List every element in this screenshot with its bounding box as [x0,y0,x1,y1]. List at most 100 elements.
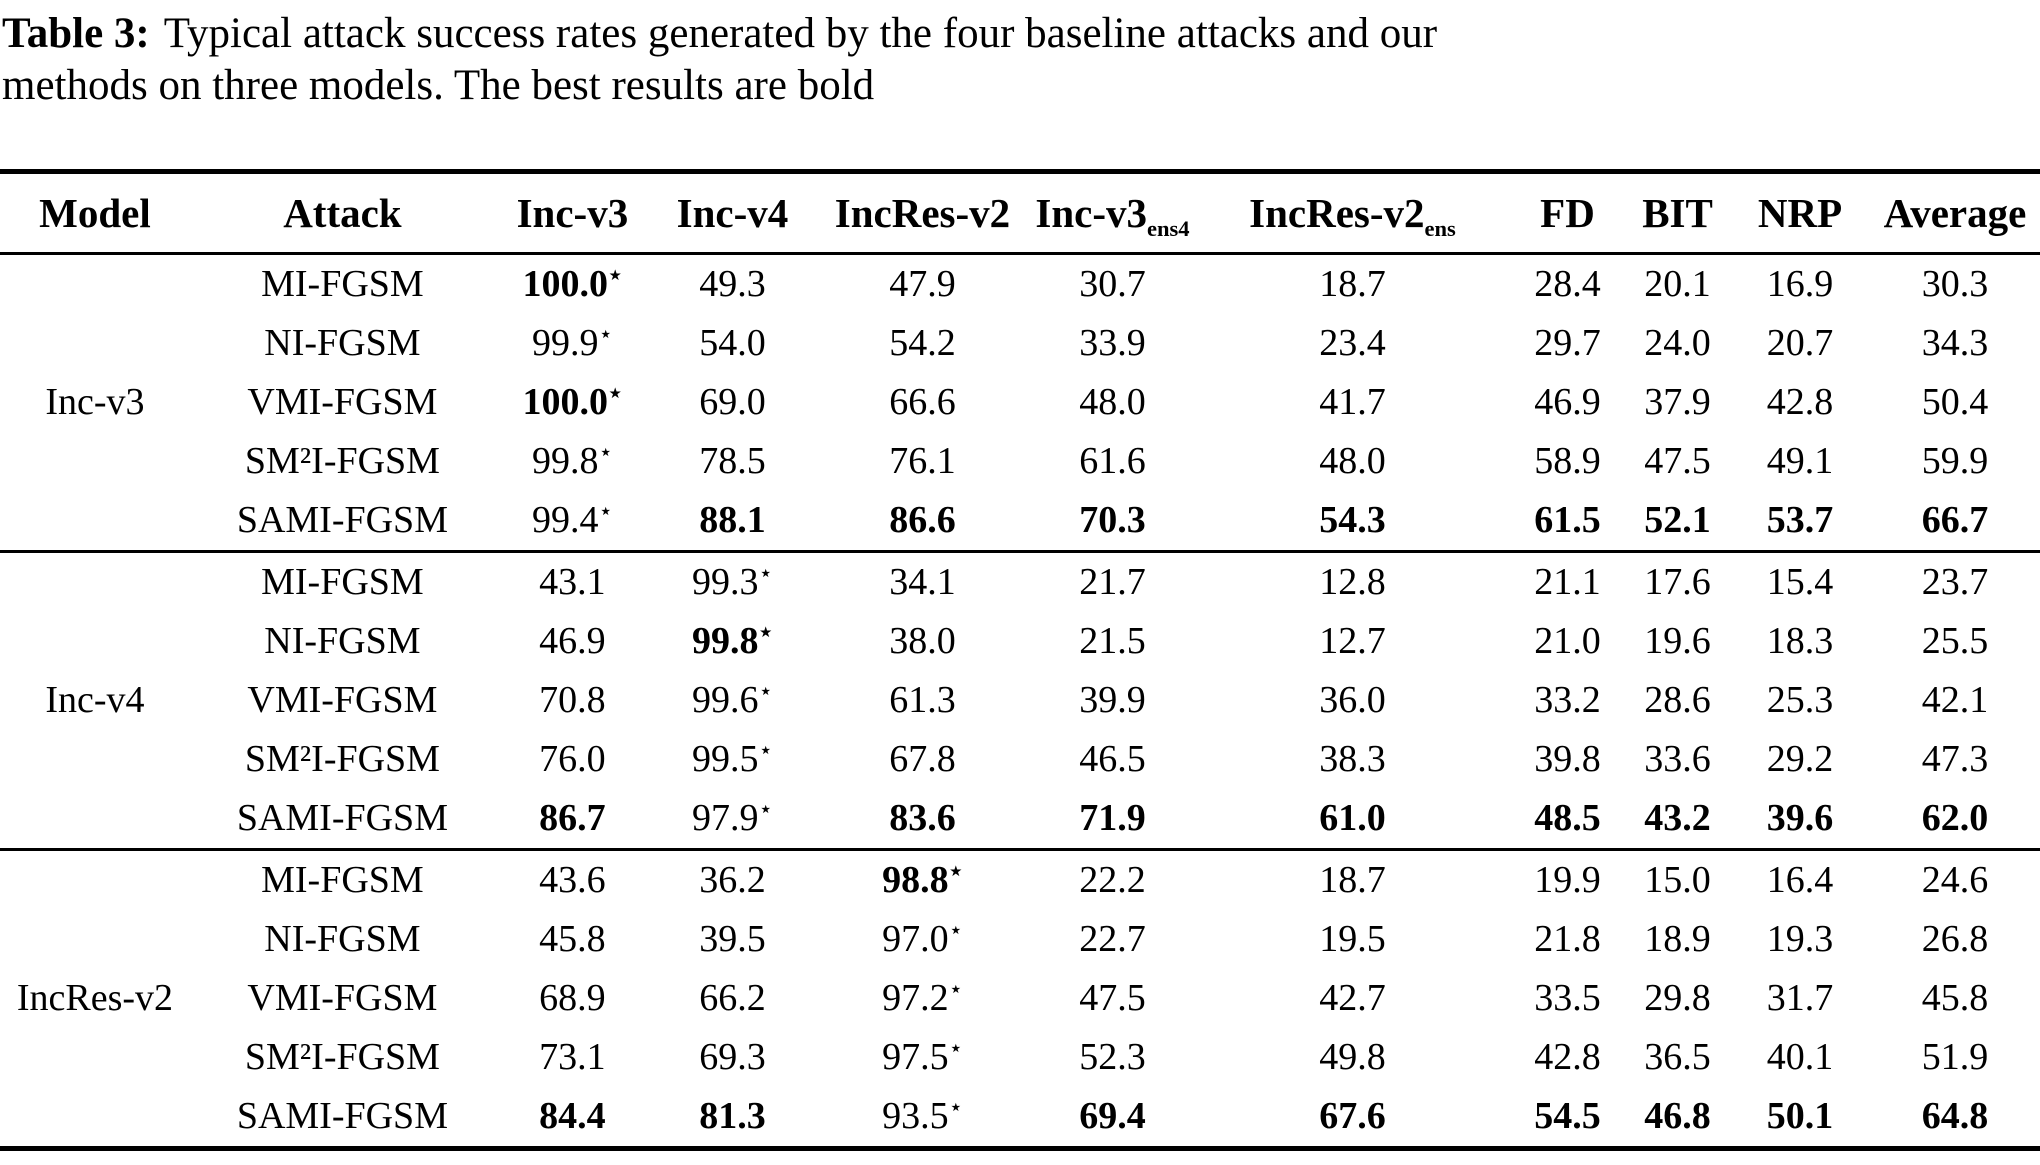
cell-value: 97.0⋆ [882,917,963,961]
cell-value: 25.5 [1921,620,1989,663]
cell-value: 50.1 [1766,1095,1834,1138]
attack-label: MI-FGSM [261,561,424,604]
cell-value: 47.3 [1921,738,1989,781]
caption-label: Table 3: [2,10,150,57]
table-row: SAMI-FGSM 99.4⋆ 88.1 86.6 70.3 54.3 61.5 52.1 53… [0,491,2040,552]
cell-value: 99.8⋆ [532,439,613,483]
cell-value: 66.7 [1921,499,1989,542]
cell-value: 16.9 [1766,263,1834,306]
cell-value: 19.6 [1644,620,1711,663]
cell-value: 52.1 [1644,499,1711,542]
attack-label: SM²I-FGSM [244,1036,440,1079]
cell-value: 46.9 [1534,381,1601,424]
cell-value: 46.8 [1644,1095,1711,1138]
cell-value: 54.5 [1534,1095,1601,1138]
cell-value: 100.0⋆ [522,262,623,306]
cell-value: 81.3 [699,1095,766,1138]
cell-value: 23.7 [1921,561,1989,604]
cell-value: 43.2 [1644,797,1711,840]
cell-value: 53.7 [1766,499,1834,542]
cell-value: 97.9⋆ [692,796,773,840]
attack-label: NI-FGSM [264,620,421,663]
star-marker: ⋆ [948,858,963,884]
cell-value: 42.8 [1766,381,1834,424]
star-marker: ⋆ [948,976,963,1002]
cell-value: 99.5⋆ [692,737,773,781]
cell-value: 61.0 [1319,797,1386,840]
table-body: Inc-v3 MI-FGSM 100.0⋆ 49.3 47.9 30.7 18.7 28.4 2… [0,253,2040,1148]
col-header-average: Average [1883,189,2027,236]
cell-value: 71.9 [1079,797,1146,840]
star-marker: ⋆ [948,1035,963,1061]
table-row: VMI-FGSM 70.8 99.6⋆ 61.3 39.9 36.0 33.2 28.6 25.… [0,671,2040,730]
cell-value: 99.4⋆ [532,498,613,542]
attack-label: VMI-FGSM [247,679,438,722]
subscript-ens4: ens4 [1146,216,1190,242]
cell-value: 25.3 [1766,679,1834,722]
star-marker: ⋆ [598,439,613,465]
cell-value: 67.6 [1319,1095,1386,1138]
cell-value: 100.0⋆ [522,380,623,424]
cell-value: 18.7 [1319,859,1386,902]
attack-label: SM²I-FGSM [244,440,440,483]
col-header-model: Model [39,189,151,236]
star-marker: ⋆ [948,1094,963,1120]
cell-value: 21.5 [1079,620,1146,663]
cell-value: 30.7 [1079,263,1146,306]
cell-value: 19.5 [1319,918,1386,961]
cell-value: 30.3 [1921,263,1989,306]
model-label: Inc-v4 [45,679,145,722]
cell-value: 33.5 [1534,977,1601,1020]
cell-value: 48.0 [1079,381,1146,424]
table-row: SM²I-FGSM 99.8⋆ 78.5 76.1 61.6 48.0 58.9 47.5 49… [0,432,2040,491]
attack-label: SM²I-FGSM [244,738,440,781]
cell-value: 21.1 [1534,561,1601,604]
cell-value: 45.8 [1921,977,1989,1020]
cell-value: 42.1 [1921,679,1989,722]
star-marker: ⋆ [758,737,773,763]
cell-value: 16.4 [1766,859,1834,902]
cell-value: 78.5 [699,440,766,483]
cell-value: 29.2 [1766,738,1834,781]
col-header-bit: BIT [1642,189,1713,236]
cell-value: 21.0 [1534,620,1601,663]
cell-value: 70.3 [1079,499,1146,542]
caption-text: Typical attack success rates generated b… [2,10,1438,110]
cell-value: 97.2⋆ [882,976,963,1020]
attack-label: SAMI-FGSM [236,499,448,542]
subscript-ens: ens [1424,216,1456,242]
table-row: NI-FGSM 99.9⋆ 54.0 54.2 33.9 23.4 29.7 24.0 20.7… [0,314,2040,373]
cell-value: 66.6 [889,381,956,424]
cell-value: 83.6 [889,797,956,840]
table-row: SM²I-FGSM 73.1 69.3 97.5⋆ 52.3 49.8 42.8 36.5 40… [0,1028,2040,1087]
cell-value: 18.7 [1319,263,1386,306]
cell-value: 36.5 [1644,1036,1711,1079]
table-row: SAMI-FGSM 84.4 81.3 93.5⋆ 69.4 67.6 54.5 46.8 50… [0,1087,2040,1149]
col-header-inc-v3-ens4: Inc-v3ens4 [1035,189,1190,242]
attack-label: MI-FGSM [261,263,424,306]
cell-value: 12.7 [1319,620,1386,663]
cell-value: 43.6 [539,859,606,902]
cell-value: 98.8⋆ [882,858,963,902]
header-row: Model Attack Inc-v3 Inc-v4 IncRes-v2 Inc… [0,171,2040,254]
cell-value: 29.7 [1534,322,1601,365]
cell-value: 36.2 [699,859,766,902]
cell-value: 18.9 [1644,918,1711,961]
cell-value: 49.3 [699,263,766,306]
cell-value: 51.9 [1921,1036,1989,1079]
cell-value: 73.1 [539,1036,606,1079]
cell-value: 39.5 [699,918,766,961]
table-row: Inc-v3 MI-FGSM 100.0⋆ 49.3 47.9 30.7 18.7 28.4 2… [0,253,2040,423]
cell-value: 70.8 [539,679,606,722]
cell-value: 18.3 [1766,620,1834,663]
attack-label: NI-FGSM [264,322,421,365]
cell-value: 38.0 [889,620,956,663]
cell-value: 86.7 [539,797,606,840]
model-label: IncRes-v2 [16,977,174,1020]
cell-value: 47.9 [889,263,956,306]
cell-value: 49.8 [1319,1036,1386,1079]
cell-value: 12.8 [1319,561,1386,604]
cell-value: 42.8 [1534,1036,1601,1079]
cell-value: 99.6⋆ [692,678,773,722]
